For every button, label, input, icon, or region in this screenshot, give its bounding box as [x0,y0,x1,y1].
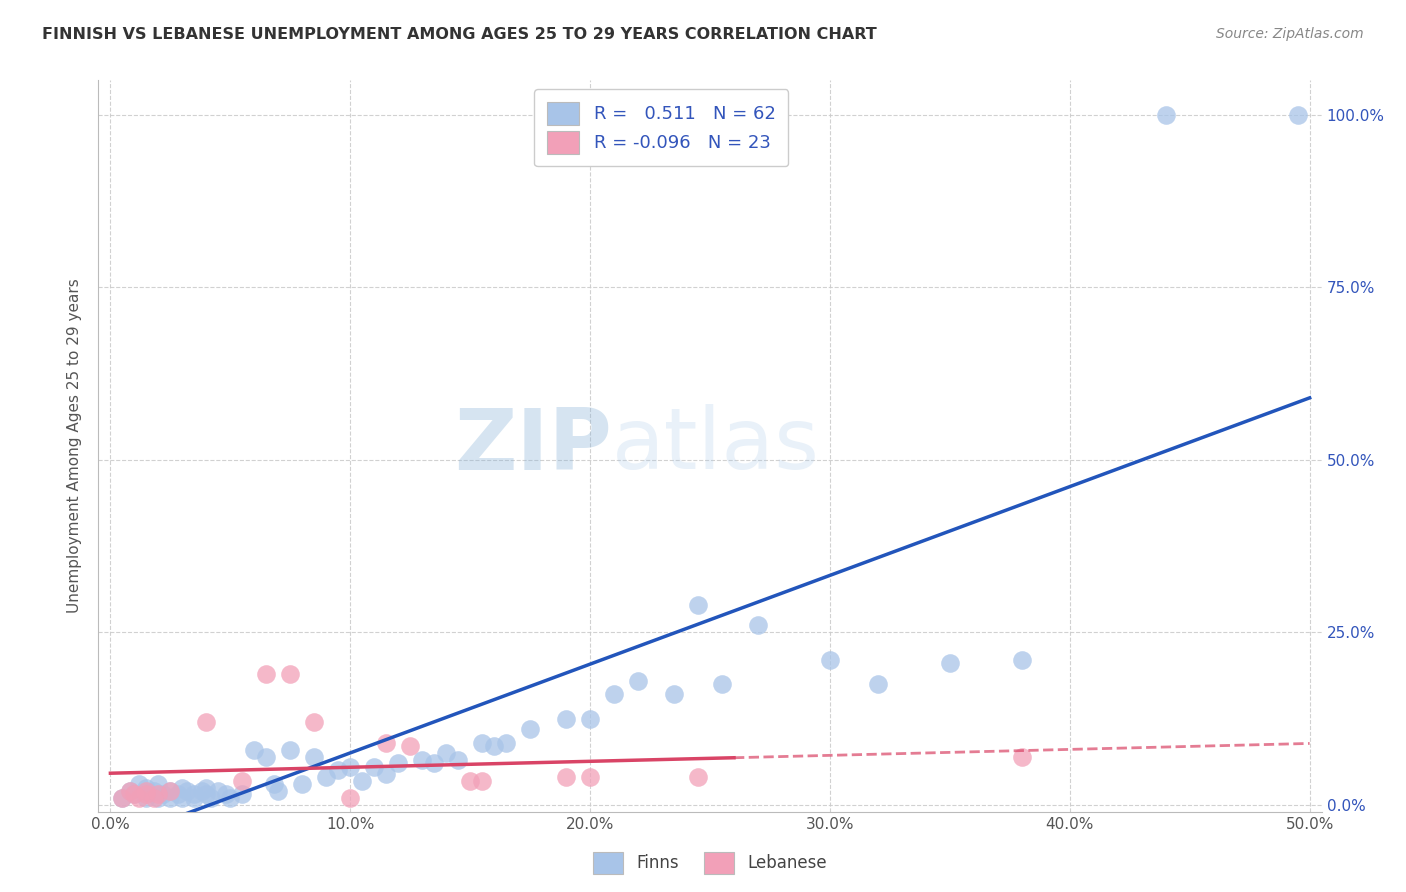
Point [183,791,205,805]
Point [387,756,409,771]
Point [411,753,433,767]
Point [152,788,174,802]
Point [1011,749,1033,764]
Point [172,791,194,805]
Point [686,598,709,612]
Point [315,770,337,784]
Point [291,777,314,791]
Point [195,714,218,729]
Point [135,780,157,795]
Point [339,760,361,774]
Text: ZIP: ZIP [454,404,612,488]
Point [135,788,157,802]
Point [375,736,398,750]
Point [662,687,685,701]
Point [111,791,134,805]
Point [471,736,494,750]
Point [219,791,242,805]
Point [686,770,709,784]
Point [243,742,266,756]
Point [148,788,170,802]
Point [352,773,374,788]
Point [482,739,505,754]
Point [214,788,236,802]
Point [579,712,602,726]
Point [423,756,446,771]
Point [434,746,457,760]
Point [159,784,181,798]
Text: atlas: atlas [612,404,820,488]
Point [142,791,165,805]
Point [1154,108,1177,122]
Point [555,770,578,784]
Point [111,791,134,805]
Y-axis label: Unemployment Among Ages 25 to 29 years: Unemployment Among Ages 25 to 29 years [67,278,83,614]
Point [148,777,170,791]
Point [458,773,481,788]
Point [747,618,769,632]
Point [231,773,253,788]
Point [866,677,889,691]
Text: Source: ZipAtlas.com: Source: ZipAtlas.com [1216,27,1364,41]
Point [328,764,350,778]
Point [254,749,277,764]
Point [195,788,218,802]
Point [183,788,205,802]
Point [579,770,602,784]
Point [135,784,157,798]
Point [627,673,650,688]
Point [278,742,301,756]
Point [159,791,181,805]
Point [267,784,290,798]
Point [495,736,517,750]
Point [207,784,229,798]
Point [339,791,361,805]
Point [363,760,385,774]
Point [118,784,141,798]
Point [818,653,841,667]
Point [118,784,141,798]
Point [555,712,578,726]
Point [304,749,326,764]
Point [135,791,157,805]
Point [159,784,181,798]
Point [172,780,194,795]
Point [128,777,150,791]
Point [200,791,222,805]
Point [231,788,253,802]
Point [711,677,734,691]
Point [519,722,541,736]
Point [263,777,285,791]
Point [124,788,146,802]
Point [148,791,170,805]
Point [190,784,212,798]
Point [166,788,188,802]
Point [939,657,962,671]
Point [128,791,150,805]
Legend: Finns, Lebanese: Finns, Lebanese [586,846,834,880]
Point [304,714,326,729]
Point [124,788,146,802]
Point [1286,108,1309,122]
Point [176,784,198,798]
Point [1011,653,1033,667]
Text: FINNISH VS LEBANESE UNEMPLOYMENT AMONG AGES 25 TO 29 YEARS CORRELATION CHART: FINNISH VS LEBANESE UNEMPLOYMENT AMONG A… [42,27,877,42]
Point [471,773,494,788]
Point [447,753,470,767]
Point [603,687,626,701]
Point [375,766,398,780]
Point [195,780,218,795]
Point [278,666,301,681]
Point [399,739,422,754]
Point [254,666,277,681]
Point [142,784,165,798]
